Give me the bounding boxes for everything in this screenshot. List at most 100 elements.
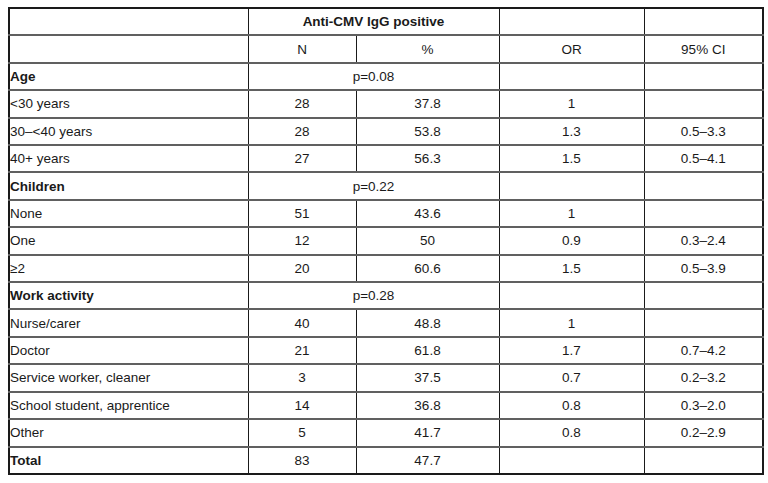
- ci-cell: [644, 200, 763, 227]
- cmv-igg-statistics-table: Anti-CMV IgG positive N % OR 95% CI Age …: [8, 7, 764, 475]
- pct-cell: 61.8: [356, 337, 499, 364]
- ci-cell: 0.7–4.2: [644, 337, 763, 364]
- n-cell: 21: [248, 337, 356, 364]
- or-cell: 1: [499, 90, 644, 117]
- row-age-30-to-40: 30–<40 years 28 53.8 1.3 0.5–3.3: [9, 118, 763, 145]
- or-cell: 1.7: [499, 337, 644, 364]
- ci-cell: [644, 447, 763, 475]
- pct-cell: 41.7: [356, 419, 499, 446]
- pct-cell: 53.8: [356, 118, 499, 145]
- or-cell: 1.5: [499, 255, 644, 282]
- row-work-doctor: Doctor 21 61.8 1.7 0.7–4.2: [9, 337, 763, 364]
- n-cell: 27: [248, 145, 356, 172]
- p-value-cell: p=0.22: [248, 172, 499, 199]
- ci-cell: [644, 309, 763, 336]
- ci-cell: 0.3–2.0: [644, 392, 763, 419]
- row-label-cell: ≥2: [9, 255, 248, 282]
- or-cell: [499, 447, 644, 475]
- pct-cell: 48.8: [356, 309, 499, 336]
- row-age-40-plus: 40+ years 27 56.3 1.5 0.5–4.1: [9, 145, 763, 172]
- n-cell: 12: [248, 227, 356, 254]
- n-cell: 5: [248, 419, 356, 446]
- n-cell: 51: [248, 200, 356, 227]
- ci-cell: [644, 63, 763, 90]
- table-container: Anti-CMV IgG positive N % OR 95% CI Age …: [8, 7, 764, 475]
- ci-cell: 0.3–2.4: [644, 227, 763, 254]
- group-header-row: Anti-CMV IgG positive: [9, 8, 763, 35]
- p-value-cell: p=0.28: [248, 282, 499, 309]
- ci-cell: 0.2–2.9: [644, 419, 763, 446]
- empty-corner-cell: [9, 8, 248, 35]
- or-cell: [499, 282, 644, 309]
- row-label-cell: Service worker, cleaner: [9, 364, 248, 391]
- or-cell: 0.9: [499, 227, 644, 254]
- pct-cell: 37.5: [356, 364, 499, 391]
- p-value-cell: p=0.08: [248, 63, 499, 90]
- ci-cell: [644, 282, 763, 309]
- row-age-under-30: <30 years 28 37.8 1: [9, 90, 763, 117]
- column-header-ci: 95% CI: [644, 35, 763, 62]
- section-label-cell: Children: [9, 172, 248, 199]
- row-children-two-plus: ≥2 20 60.6 1.5 0.5–3.9: [9, 255, 763, 282]
- ci-cell: [644, 172, 763, 199]
- pct-cell: 36.8: [356, 392, 499, 419]
- row-total: Total 83 47.7: [9, 447, 763, 475]
- pct-cell: 56.3: [356, 145, 499, 172]
- row-label-cell: Nurse/carer: [9, 309, 248, 336]
- row-label-cell: <30 years: [9, 90, 248, 117]
- or-cell: [499, 172, 644, 199]
- n-cell: 14: [248, 392, 356, 419]
- n-cell: 20: [248, 255, 356, 282]
- or-cell: 0.8: [499, 419, 644, 446]
- column-header-n: N: [248, 35, 356, 62]
- row-work-school-student: School student, apprentice 14 36.8 0.8 0…: [9, 392, 763, 419]
- ci-cell: 0.2–3.2: [644, 364, 763, 391]
- ci-cell: [644, 90, 763, 117]
- n-cell: 40: [248, 309, 356, 336]
- row-children-one: One 12 50 0.9 0.3–2.4: [9, 227, 763, 254]
- n-cell: 83: [248, 447, 356, 475]
- or-cell: 0.8: [499, 392, 644, 419]
- pct-cell: 37.8: [356, 90, 499, 117]
- row-label-cell: One: [9, 227, 248, 254]
- n-cell: 28: [248, 118, 356, 145]
- or-cell: 1.5: [499, 145, 644, 172]
- pct-cell: 43.6: [356, 200, 499, 227]
- ci-cell: 0.5–3.9: [644, 255, 763, 282]
- ci-cell: 0.5–4.1: [644, 145, 763, 172]
- column-header-or: OR: [499, 35, 644, 62]
- column-header-pct: %: [356, 35, 499, 62]
- section-label-cell: Work activity: [9, 282, 248, 309]
- section-header-row-children: Children p=0.22: [9, 172, 763, 199]
- n-cell: 3: [248, 364, 356, 391]
- n-cell: 28: [248, 90, 356, 117]
- empty-corner-cell: [9, 35, 248, 62]
- section-label-cell: Age: [9, 63, 248, 90]
- empty-header-cell: [499, 8, 644, 35]
- pct-cell: 50: [356, 227, 499, 254]
- row-work-nurse-carer: Nurse/carer 40 48.8 1: [9, 309, 763, 336]
- pct-cell: 47.7: [356, 447, 499, 475]
- row-label-cell: Doctor: [9, 337, 248, 364]
- row-work-other: Other 5 41.7 0.8 0.2–2.9: [9, 419, 763, 446]
- section-header-row-work-activity: Work activity p=0.28: [9, 282, 763, 309]
- empty-header-cell: [644, 8, 763, 35]
- row-label-cell: School student, apprentice: [9, 392, 248, 419]
- or-cell: 0.7: [499, 364, 644, 391]
- row-children-none: None 51 43.6 1: [9, 200, 763, 227]
- or-cell: 1: [499, 309, 644, 336]
- row-label-cell: None: [9, 200, 248, 227]
- total-label-cell: Total: [9, 447, 248, 475]
- row-work-service-worker: Service worker, cleaner 3 37.5 0.7 0.2–3…: [9, 364, 763, 391]
- column-header-row: N % OR 95% CI: [9, 35, 763, 62]
- group-header-cell: Anti-CMV IgG positive: [248, 8, 499, 35]
- section-header-row-age: Age p=0.08: [9, 63, 763, 90]
- row-label-cell: Other: [9, 419, 248, 446]
- or-cell: 1.3: [499, 118, 644, 145]
- or-cell: 1: [499, 200, 644, 227]
- pct-cell: 60.6: [356, 255, 499, 282]
- or-cell: [499, 63, 644, 90]
- ci-cell: 0.5–3.3: [644, 118, 763, 145]
- row-label-cell: 40+ years: [9, 145, 248, 172]
- row-label-cell: 30–<40 years: [9, 118, 248, 145]
